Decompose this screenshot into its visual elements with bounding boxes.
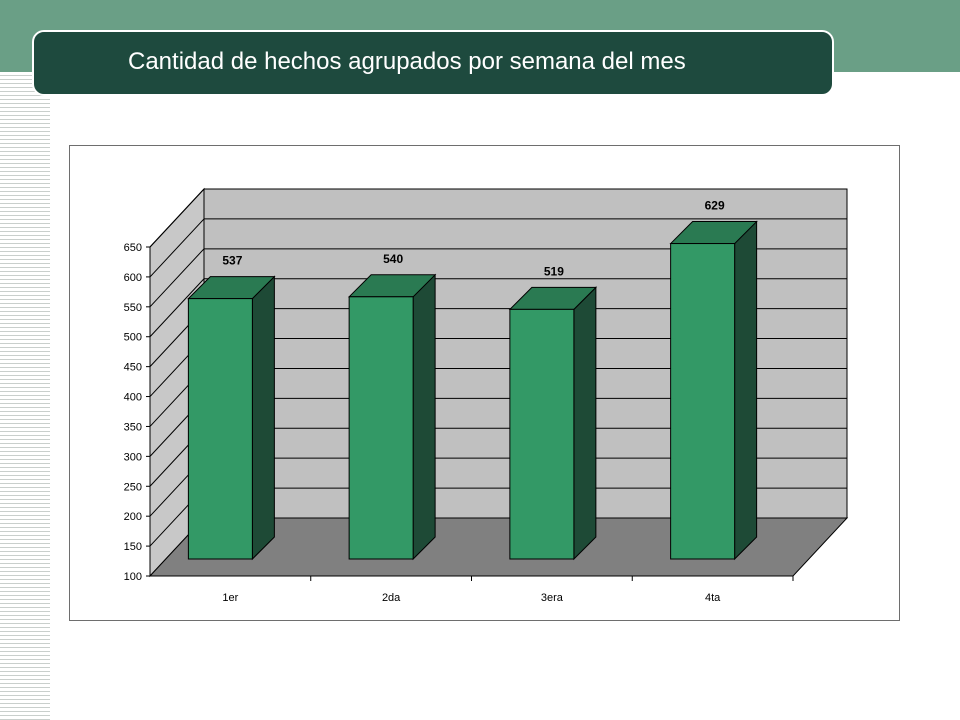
y-tick-label: 150 [124,541,142,553]
data-label: 537 [222,254,242,268]
bar [187,298,253,560]
y-tick-label: 550 [124,302,142,314]
bar-side [412,273,436,561]
y-tick-label: 200 [124,511,142,523]
gridline-side [149,188,205,248]
gridline-side [149,218,205,278]
side-stripe-decoration [0,72,50,720]
slide-title: Cantidad de hechos agrupados por semana … [128,48,686,75]
bar [670,243,736,560]
data-label: 540 [383,252,403,266]
y-tick-label: 450 [124,362,142,374]
y-tick-label: 500 [124,332,142,344]
y-tick-label: 400 [124,392,142,404]
gridline-side [149,278,205,338]
bar-side [251,275,275,561]
y-tick-label: 250 [124,481,142,493]
gridline-side [149,248,205,308]
y-tick-label: 350 [124,421,142,433]
y-tick-label: 100 [124,571,142,583]
y-axis-tick-labels: 100 150 200 250 300 350 400 450 500 550 600 650 [124,242,142,583]
x-tick-label: 3era [541,592,564,604]
axes [146,246,794,581]
data-labels: 537 540 519 629 [222,199,725,279]
x-axis-tick-labels: 1er 2da 3era 4ta [222,592,721,604]
bar [348,296,414,560]
x-tick-label: 2da [382,592,401,604]
bar [509,308,575,560]
bars [187,220,758,561]
y-tick-label: 650 [124,242,142,254]
x-tick-label: 1er [222,592,238,604]
x-tick-label: 4ta [705,592,721,604]
title-box: Cantidad de hechos agrupados por semana … [32,30,834,96]
y-tick-label: 300 [124,451,142,463]
bar-side [573,286,597,561]
bar-side [734,220,758,561]
data-label: 629 [705,199,725,213]
chart-frame: 100 150 200 250 300 350 400 450 500 550 600 650 1er… [69,145,900,621]
bar-chart: 100 150 200 250 300 350 400 450 500 550 600 650 1er… [124,187,849,604]
y-tick-label: 600 [124,272,142,284]
data-label: 519 [544,264,564,278]
